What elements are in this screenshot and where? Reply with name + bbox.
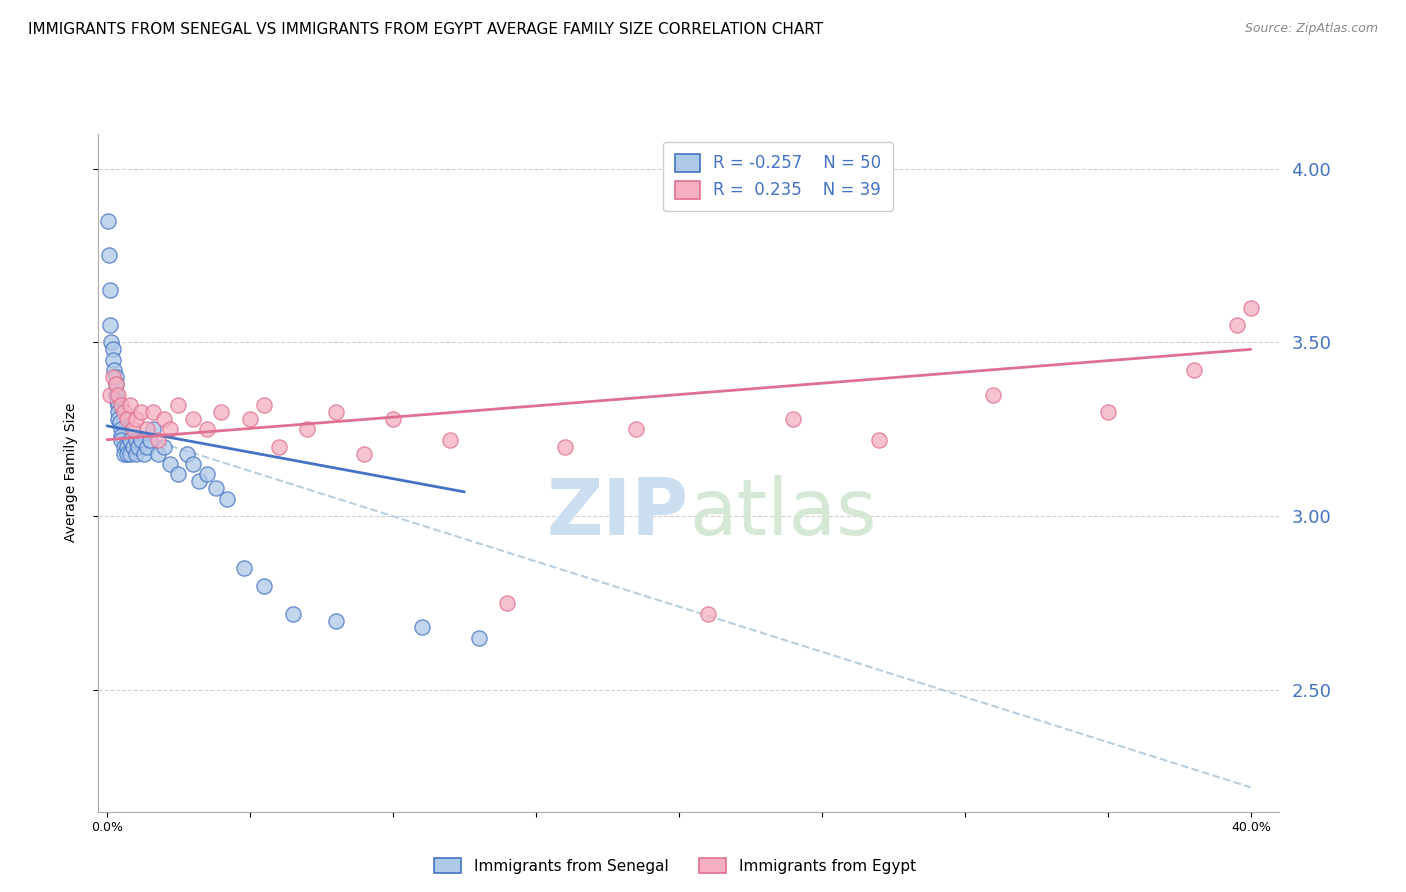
- Text: ZIP: ZIP: [547, 475, 689, 551]
- Point: [98, 318, 121, 332]
- Point: [325, 405, 347, 419]
- Point: [468, 631, 491, 645]
- Point: [1225, 318, 1247, 332]
- Point: [104, 370, 127, 384]
- Point: [104, 387, 127, 401]
- Point: [411, 620, 433, 634]
- Point: [153, 440, 176, 454]
- Legend: Immigrants from Senegal, Immigrants from Egypt: Immigrants from Senegal, Immigrants from…: [427, 852, 922, 880]
- Point: [782, 412, 804, 426]
- Point: [100, 335, 122, 350]
- Point: [124, 412, 146, 426]
- Point: [181, 412, 204, 426]
- Point: [142, 422, 165, 436]
- Point: [868, 433, 890, 447]
- Point: [110, 429, 132, 443]
- Point: [107, 387, 129, 401]
- Point: [107, 412, 129, 426]
- Point: [98, 248, 121, 262]
- Point: [187, 475, 209, 489]
- Point: [295, 422, 318, 436]
- Point: [97, 213, 120, 227]
- Point: [112, 405, 135, 419]
- Point: [107, 405, 129, 419]
- Point: [134, 447, 156, 461]
- Point: [381, 412, 404, 426]
- Point: [181, 457, 204, 471]
- Point: [121, 422, 143, 436]
- Point: [281, 607, 304, 621]
- Point: [110, 433, 132, 447]
- Point: [121, 440, 143, 454]
- Point: [118, 398, 141, 412]
- Point: [209, 405, 232, 419]
- Point: [159, 422, 181, 436]
- Point: [176, 447, 198, 461]
- Point: [353, 447, 375, 461]
- Point: [110, 398, 132, 412]
- Point: [167, 467, 190, 482]
- Point: [253, 398, 276, 412]
- Point: [101, 370, 124, 384]
- Point: [267, 440, 290, 454]
- Point: [136, 422, 159, 436]
- Point: [554, 440, 576, 454]
- Point: [139, 433, 162, 447]
- Point: [131, 433, 153, 447]
- Point: [118, 433, 141, 447]
- Point: [110, 422, 132, 436]
- Point: [112, 440, 135, 454]
- Point: [239, 412, 262, 426]
- Point: [167, 398, 190, 412]
- Point: [195, 422, 218, 436]
- Point: [124, 433, 146, 447]
- Point: [142, 405, 165, 419]
- Point: [439, 433, 461, 447]
- Point: [153, 412, 176, 426]
- Point: [233, 561, 256, 575]
- Point: [127, 440, 149, 454]
- Legend: R = -0.257    N = 50, R =  0.235    N = 39: R = -0.257 N = 50, R = 0.235 N = 39: [664, 142, 893, 211]
- Point: [115, 440, 138, 454]
- Text: Source: ZipAtlas.com: Source: ZipAtlas.com: [1244, 22, 1378, 36]
- Point: [159, 457, 181, 471]
- Point: [101, 343, 124, 357]
- Text: IMMIGRANTS FROM SENEGAL VS IMMIGRANTS FROM EGYPT AVERAGE FAMILY SIZE CORRELATION: IMMIGRANTS FROM SENEGAL VS IMMIGRANTS FR…: [28, 22, 824, 37]
- Point: [131, 405, 153, 419]
- Point: [115, 447, 138, 461]
- Point: [103, 363, 125, 377]
- Point: [983, 387, 1005, 401]
- Point: [325, 614, 347, 628]
- Point: [108, 415, 131, 429]
- Point: [253, 579, 276, 593]
- Point: [624, 422, 647, 436]
- Y-axis label: Average Family Size: Average Family Size: [63, 403, 77, 542]
- Point: [104, 377, 127, 392]
- Point: [107, 398, 129, 412]
- Point: [1182, 363, 1205, 377]
- Point: [101, 352, 124, 367]
- Text: atlas: atlas: [689, 475, 876, 551]
- Point: [105, 394, 128, 409]
- Point: [1240, 301, 1263, 315]
- Point: [148, 433, 170, 447]
- Point: [496, 596, 519, 610]
- Point: [217, 491, 239, 506]
- Point: [195, 467, 218, 482]
- Point: [115, 412, 138, 426]
- Point: [204, 482, 226, 496]
- Point: [104, 377, 127, 392]
- Point: [112, 447, 135, 461]
- Point: [696, 607, 718, 621]
- Point: [136, 440, 159, 454]
- Point: [98, 387, 121, 401]
- Point: [118, 447, 141, 461]
- Point: [98, 283, 121, 297]
- Point: [1097, 405, 1119, 419]
- Point: [148, 447, 170, 461]
- Point: [124, 447, 146, 461]
